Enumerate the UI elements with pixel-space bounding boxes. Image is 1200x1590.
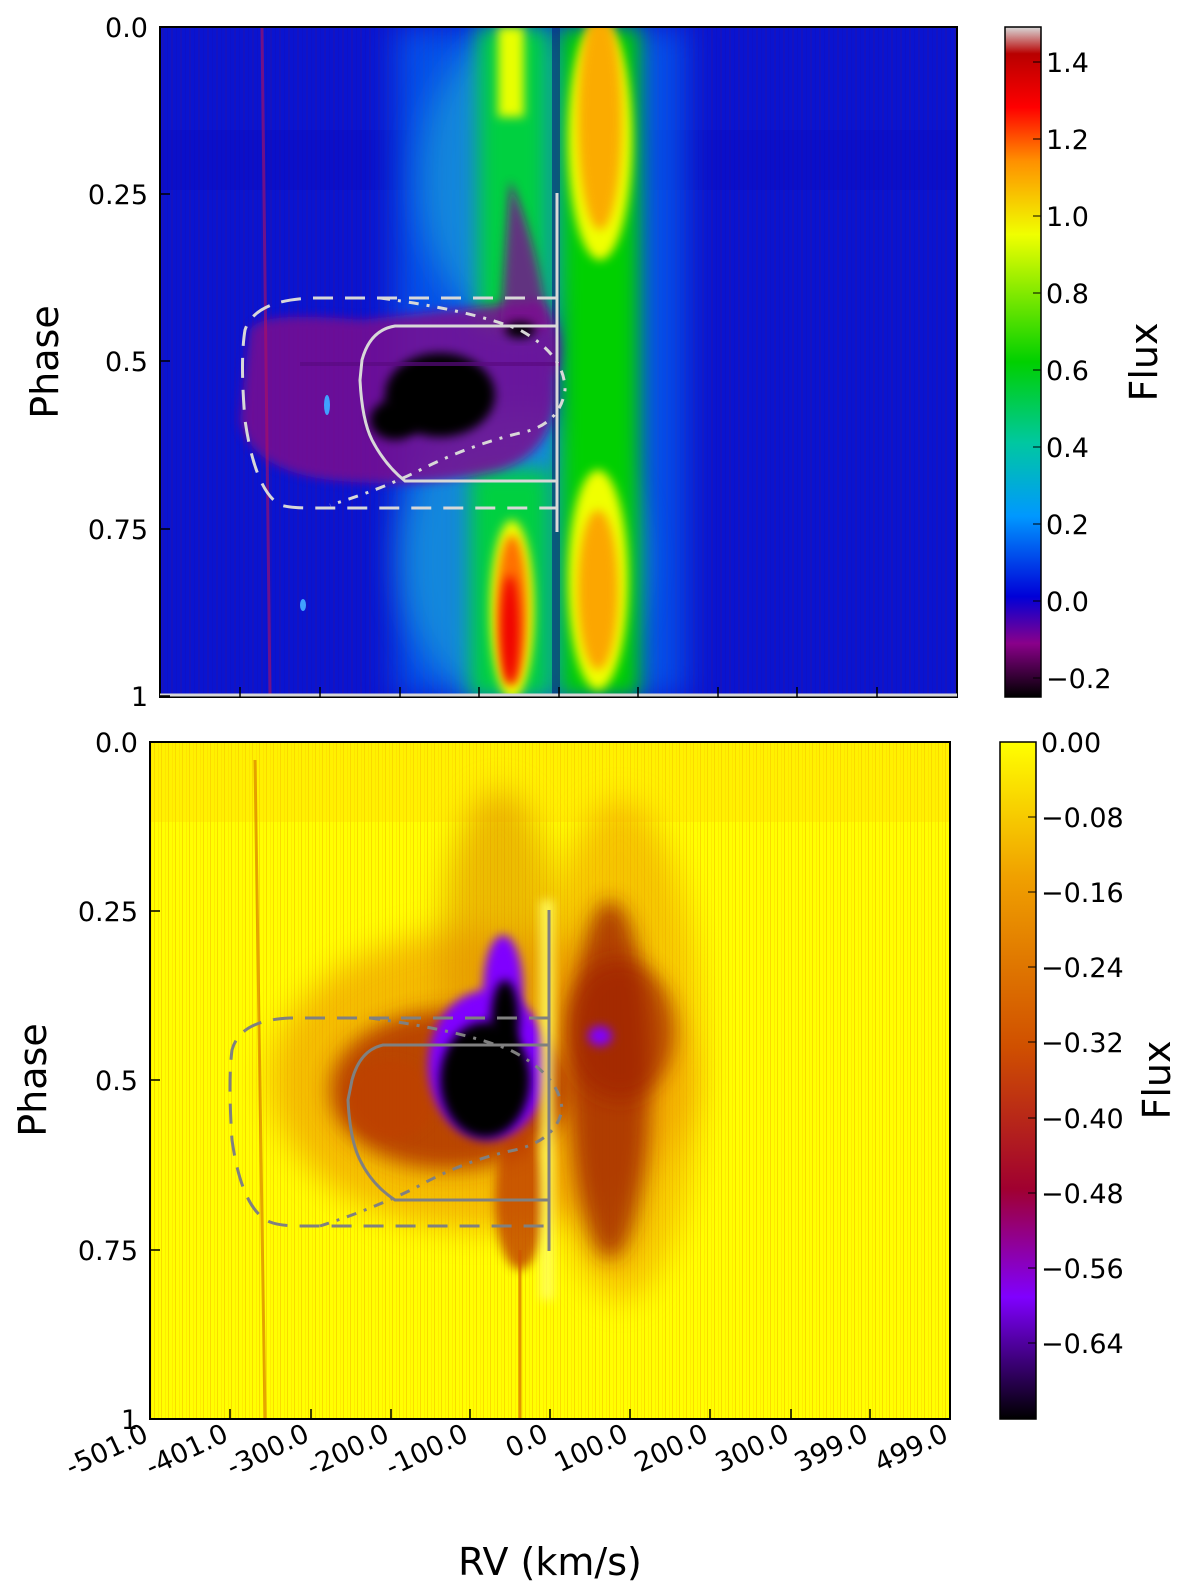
bottom-ytick-2: 0.5 <box>95 1066 138 1097</box>
top-overlay-curves <box>241 193 567 532</box>
bottom-heatmap <box>150 742 950 1419</box>
bottom-y-ticks: 0.0 0.25 0.5 0.75 1 <box>78 728 160 1436</box>
bottom-x-tick-labels: -501.0 -401.0 -300.0 -200.0 -100.0 0.0 1… <box>61 1418 953 1483</box>
bottom-xtick-4: -100.0 <box>381 1418 473 1483</box>
x-axis-label: RV (km/s) <box>458 1540 642 1584</box>
top-cbtick-6: 0.2 <box>1046 510 1089 541</box>
bottom-overlay-curves <box>228 910 564 1251</box>
bottom-xtick-8: 300.0 <box>711 1418 794 1479</box>
top-y-ticks: 0.0 0.25 0.5 0.75 1 <box>88 13 170 713</box>
bottom-xtick-6: 100.0 <box>550 1418 633 1479</box>
bottom-colorbar <box>999 741 1037 1420</box>
bottom-xtick-3: -200.0 <box>302 1418 394 1483</box>
top-colorbar-ticks: 1.4 1.2 1.0 0.8 0.6 0.4 0.2 0.0 −0.2 <box>1033 48 1112 695</box>
bottom-colorbar-label: Flux <box>1135 1041 1179 1120</box>
bottom-ytick-4: 1 <box>121 1405 138 1436</box>
bottom-x-ticks <box>149 1409 951 1419</box>
top-cbtick-3: 0.8 <box>1046 279 1089 310</box>
bottom-xtick-2: -300.0 <box>222 1418 314 1483</box>
top-ytick-3: 0.75 <box>88 515 148 546</box>
bottom-dashdot-curve <box>319 1016 564 1228</box>
bottom-cbtick-0: 0.00 <box>1041 728 1101 759</box>
top-cbtick-4: 0.6 <box>1046 356 1089 387</box>
top-heatmap <box>160 27 957 697</box>
bottom-cbtick-6: −0.48 <box>1041 1179 1124 1210</box>
bottom-cbtick-1: −0.08 <box>1041 803 1124 834</box>
top-cbtick-2: 1.0 <box>1046 202 1089 233</box>
bottom-cbtick-5: −0.40 <box>1041 1104 1124 1135</box>
bottom-ytick-0: 0.0 <box>95 728 138 759</box>
top-colorbar-label: Flux <box>1122 323 1166 402</box>
top-ytick-4: 1 <box>131 682 148 713</box>
bottom-ytick-1: 0.25 <box>78 897 138 928</box>
bottom-xtick-9: 399.0 <box>790 1418 873 1479</box>
top-cbtick-7: 0.0 <box>1046 587 1089 618</box>
bottom-xtick-1: -401.0 <box>141 1418 233 1483</box>
top-cbtick-0: 1.4 <box>1046 48 1089 79</box>
top-y-axis-label: Phase <box>23 305 67 418</box>
bottom-colorbar-ticks: 0.00 −0.08 −0.16 −0.24 −0.32 −0.40 −0.48… <box>1028 728 1124 1360</box>
top-cbtick-1: 1.2 <box>1046 125 1089 156</box>
bottom-y-axis-label: Phase <box>11 1023 55 1136</box>
top-solid-step <box>358 324 557 483</box>
top-x-ticks <box>239 687 878 697</box>
bottom-cbtick-2: −0.16 <box>1041 878 1124 909</box>
bottom-xtick-7: 200.0 <box>630 1418 713 1479</box>
bottom-dashed-box <box>228 1016 549 1228</box>
bottom-cbtick-3: −0.24 <box>1041 953 1124 984</box>
bottom-cbtick-4: −0.32 <box>1041 1028 1124 1059</box>
top-cbtick-5: 0.4 <box>1046 433 1089 464</box>
bottom-solid-step <box>346 1043 549 1202</box>
top-ytick-1: 0.25 <box>88 180 148 211</box>
top-colorbar <box>1004 26 1042 698</box>
top-ytick-2: 0.5 <box>105 347 148 378</box>
top-cbtick-8: −0.2 <box>1046 664 1112 695</box>
bottom-cbtick-8: −0.64 <box>1041 1329 1124 1360</box>
top-ytick-0: 0.0 <box>105 13 148 44</box>
bottom-ytick-3: 0.75 <box>78 1236 138 1267</box>
bottom-xtick-0: -501.0 <box>61 1418 153 1483</box>
top-dashed-box <box>241 296 557 510</box>
bottom-xtick-10: 499.0 <box>870 1418 953 1479</box>
bottom-cbtick-7: −0.56 <box>1041 1254 1124 1285</box>
bottom-xtick-5: 0.0 <box>501 1418 553 1464</box>
